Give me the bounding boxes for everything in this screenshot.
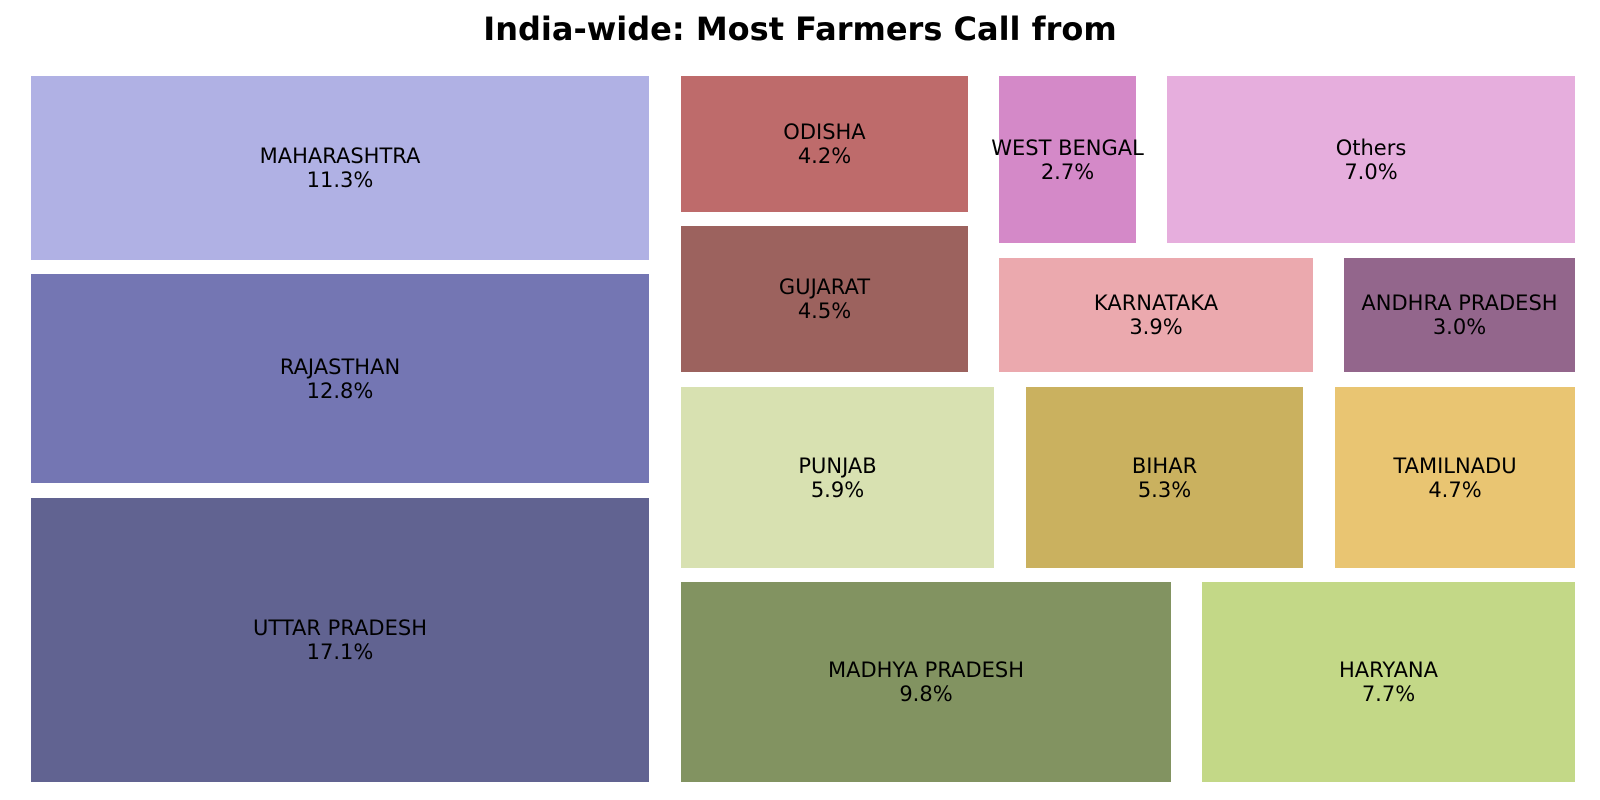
tile-value: 4.5% bbox=[797, 299, 852, 323]
tile-label: Others bbox=[1335, 135, 1407, 160]
tile-label: HARYANA bbox=[1338, 658, 1439, 682]
tile-label: PUNJAB bbox=[798, 453, 877, 478]
treemap-tile: GUJARAT 4.5% bbox=[681, 226, 968, 372]
treemap-tile: ANDHRA PRADESH 3.0% bbox=[1344, 258, 1575, 372]
tile-label: MADHYA PRADESH bbox=[827, 658, 1024, 682]
tile-value: 7.7% bbox=[1361, 682, 1416, 706]
tile-value: 11.3% bbox=[306, 168, 374, 192]
treemap-tile: BIHAR 5.3% bbox=[1026, 387, 1303, 568]
tile-value: 5.9% bbox=[810, 477, 865, 502]
tile-value: 2.7% bbox=[1040, 159, 1095, 184]
treemap-tile: RAJASTHAN 12.8% bbox=[31, 274, 649, 483]
treemap-tile: MADHYA PRADESH 9.8% bbox=[681, 582, 1171, 782]
treemap-tile: ODISHA 4.2% bbox=[681, 76, 968, 212]
treemap-tile: TAMILNADU 4.7% bbox=[1335, 387, 1575, 568]
tile-value: 9.8% bbox=[899, 682, 953, 706]
tile-value: 4.7% bbox=[1428, 477, 1482, 502]
chart-title: India-wide: Most Farmers Call from bbox=[483, 10, 1117, 48]
tile-label: KARNATAKA bbox=[1093, 291, 1219, 315]
tile-label: BIHAR bbox=[1131, 453, 1198, 478]
tile-label: ANDHRA PRADESH bbox=[1361, 291, 1558, 315]
tile-value: 3.9% bbox=[1129, 315, 1183, 339]
tile-label: RAJASTHAN bbox=[279, 354, 401, 379]
tile-value: 4.2% bbox=[797, 144, 852, 168]
tile-value: 3.0% bbox=[1432, 315, 1487, 339]
treemap-tile: Others 7.0% bbox=[1167, 76, 1575, 243]
tile-label: ODISHA bbox=[783, 120, 866, 144]
tile-label: UTTAR PRADESH bbox=[253, 616, 427, 640]
treemap-tile: PUNJAB 5.9% bbox=[681, 387, 994, 568]
tile-label: TAMILNADU bbox=[1393, 453, 1517, 478]
tile-label: WEST BENGAL bbox=[991, 135, 1144, 160]
treemap-tile: HARYANA 7.7% bbox=[1202, 582, 1575, 782]
tile-value: 5.3% bbox=[1137, 477, 1192, 502]
tile-label: MAHARASHTRA bbox=[259, 144, 421, 168]
treemap-tile: WEST BENGAL 2.7% bbox=[991, 76, 1144, 243]
tile-value: 7.0% bbox=[1344, 159, 1398, 184]
tile-value: 17.1% bbox=[306, 640, 374, 664]
tile-label: GUJARAT bbox=[778, 275, 871, 299]
treemap-tile: UTTAR PRADESH 17.1% bbox=[31, 498, 649, 782]
tile-value: 12.8% bbox=[306, 378, 374, 403]
treemap-tile: MAHARASHTRA 11.3% bbox=[31, 76, 649, 260]
treemap-tile: KARNATAKA 3.9% bbox=[999, 258, 1313, 372]
